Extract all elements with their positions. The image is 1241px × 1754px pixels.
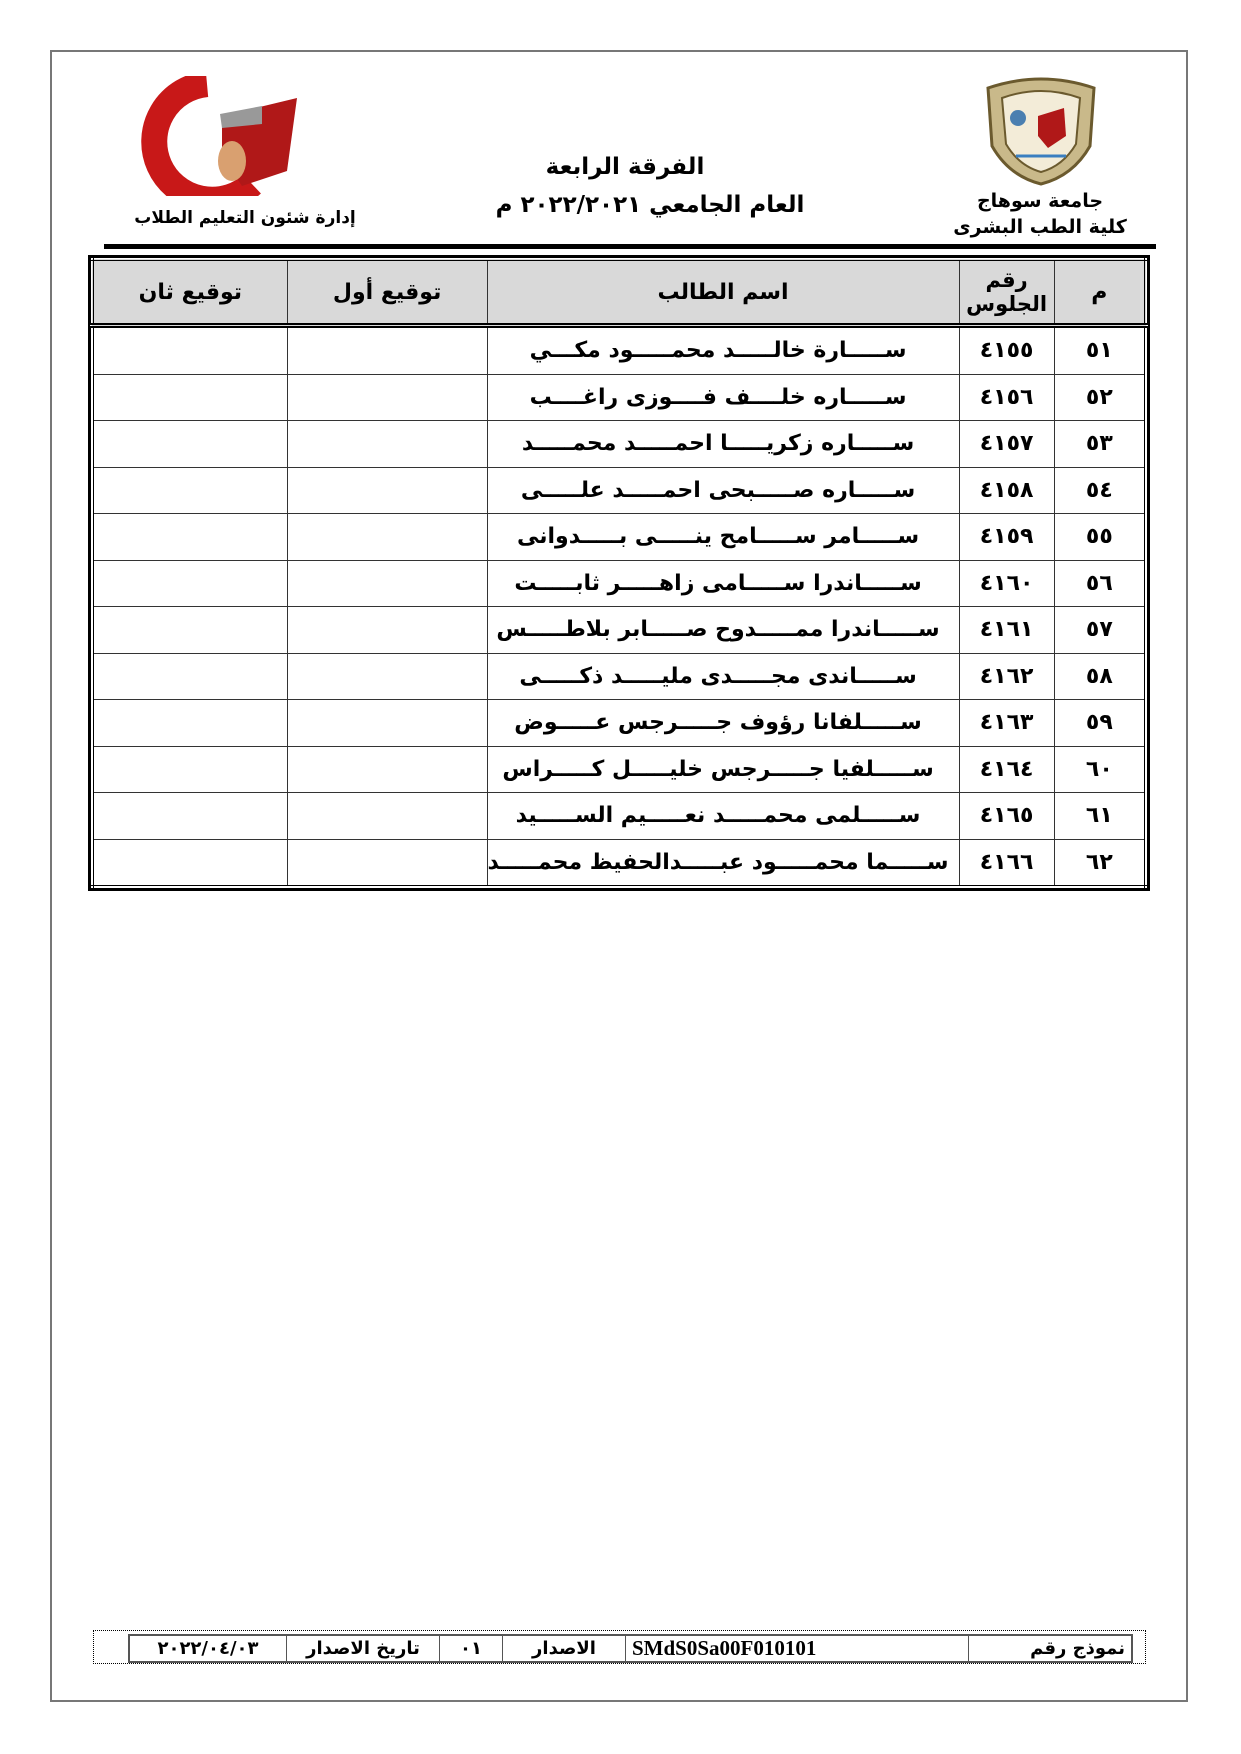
table-row: ٥١ ٤١٥٥ ســـــارة خالـــــد محمـــــود مكـ… [91, 325, 1147, 375]
university-seal-logo [978, 76, 1104, 186]
signature-2-cell[interactable] [91, 325, 288, 375]
version-value: ٠١ [439, 1634, 503, 1663]
seat-number: ٤١٦٠ [958, 559, 1055, 607]
table-row: ٥٩ ٤١٦٣ ســـــلفانا رؤوف جـــــرجس عـــــو… [91, 699, 1147, 747]
signature-1-cell[interactable] [286, 838, 488, 888]
student-name: ســـــاندرا ممـــــدوح صـــــابر بلاطـــ… [486, 606, 960, 654]
row-number: ٥٨ [1053, 652, 1147, 700]
seat-number: ٤١٥٧ [958, 420, 1055, 468]
seat-number: ٤١٥٦ [958, 373, 1055, 421]
footer-frame [93, 1630, 1146, 1664]
seat-number: ٤١٥٥ [958, 325, 1055, 375]
level-title: الفرقة الرابعة [545, 154, 705, 180]
academic-year: العام الجامعي ٢٠٢٢/٢٠٢١ م [495, 192, 805, 218]
signature-1-cell[interactable] [286, 325, 488, 375]
signature-1-cell[interactable] [286, 606, 488, 654]
signature-1-cell[interactable] [286, 699, 488, 747]
table-row: ٥٦ ٤١٦٠ ســـــاندرا ســـــامى زاهـــــر ثا… [91, 559, 1147, 607]
faculty-logo [112, 71, 312, 213]
students-table: م رقم الجلوس اسم الطالب توقيع أول توقيع … [88, 255, 1150, 891]
student-name: ســـــلفيا جـــــرجس خليـــــل كـــــراس [486, 745, 960, 793]
signature-1-cell[interactable] [286, 513, 488, 561]
seat-number: ٤١٦٤ [958, 745, 1055, 793]
faculty-emblem-icon [141, 71, 297, 213]
student-name: ســـــاندى مجـــــدى مليـــــد ذكـــــى [486, 652, 960, 700]
signature-2-cell[interactable] [91, 373, 288, 421]
signature-2-cell[interactable] [91, 792, 288, 840]
row-number: ٥٦ [1053, 559, 1147, 607]
signature-1-cell[interactable] [286, 466, 488, 514]
form-info-table: نموذج رقم SMdS0Sa00F010101 الاصدار ٠١ تا… [128, 1634, 1133, 1663]
student-name: ســـــامر ســـــامح ينـــــى بـــــدوانى [486, 513, 960, 561]
student-name: ســـــاره زكريـــــا احمـــــد محمـــــد [486, 420, 960, 468]
signature-1-cell[interactable] [286, 745, 488, 793]
student-name: ســـــما محمـــــود عبـــــدالحفيظ محمــ… [486, 838, 960, 888]
seat-number: ٤١٦٣ [958, 699, 1055, 747]
issue-date-label: تاريخ الاصدار [286, 1634, 440, 1663]
department-name: إدارة شئون التعليم الطلاب [134, 208, 356, 228]
row-number: ٥٣ [1053, 420, 1147, 468]
student-name: ســـــاندرا ســـــامى زاهـــــر ثابـــــ… [486, 559, 960, 607]
column-header-no: م [1053, 258, 1147, 328]
signature-1-cell[interactable] [286, 559, 488, 607]
row-number: ٥٢ [1053, 373, 1147, 421]
row-number: ٥٥ [1053, 513, 1147, 561]
signature-2-cell[interactable] [91, 652, 288, 700]
student-name: ســـــلمى محمـــــد نعـــــيم الســـــيد [486, 792, 960, 840]
header-divider [104, 244, 1156, 249]
seat-number: ٤١٥٨ [958, 466, 1055, 514]
table-row: ٥٥ ٤١٥٩ ســـــامر ســـــامح ينـــــى بــــ… [91, 513, 1147, 561]
seat-number: ٤١٦٢ [958, 652, 1055, 700]
seat-number: ٤١٦١ [958, 606, 1055, 654]
signature-2-cell[interactable] [91, 466, 288, 514]
table-row: ٥٣ ٤١٥٧ ســـــاره زكريـــــا احمـــــد محم… [91, 420, 1147, 468]
table-row: ٥٤ ٤١٥٨ ســـــاره صـــــبحى احمـــــد علــ… [91, 466, 1147, 514]
signature-2-cell[interactable] [91, 559, 288, 607]
signature-2-cell[interactable] [91, 699, 288, 747]
table-row: ٥٢ ٤١٥٦ ســـــاره خلــــف فــــوزى راغــــ… [91, 373, 1147, 421]
form-number-label: نموذج رقم [968, 1634, 1133, 1663]
row-number: ٥١ [1053, 325, 1147, 375]
table-row: ٥٨ ٤١٦٢ ســـــاندى مجـــــدى مليـــــد ذكـ… [91, 652, 1147, 700]
row-number: ٦١ [1053, 792, 1147, 840]
table-header-row: م رقم الجلوس اسم الطالب توقيع أول توقيع … [91, 258, 1147, 328]
row-number: ٥٧ [1053, 606, 1147, 654]
signature-1-cell[interactable] [286, 420, 488, 468]
column-header-signature-1: توقيع أول [286, 258, 488, 328]
seat-number: ٤١٦٥ [958, 792, 1055, 840]
student-name: ســـــاره صـــــبحى احمـــــد علـــــى [486, 466, 960, 514]
row-number: ٦٢ [1053, 838, 1147, 888]
row-number: ٦٠ [1053, 745, 1147, 793]
student-name: ســـــارة خالـــــد محمـــــود مكـــي [486, 325, 960, 375]
column-header-name: اسم الطالب [486, 258, 960, 328]
page-border [50, 50, 1188, 1702]
table-row: ٦٢ ٤١٦٦ ســـــما محمـــــود عبـــــدالحفيظ… [91, 838, 1147, 888]
signature-1-cell[interactable] [286, 373, 488, 421]
seat-number: ٤١٥٩ [958, 513, 1055, 561]
seal-icon [986, 77, 1096, 186]
student-name: ســـــاره خلــــف فــــوزى راغــــب [486, 373, 960, 421]
table-row: ٥٧ ٤١٦١ ســـــاندرا ممـــــدوح صـــــابر ب… [91, 606, 1147, 654]
signature-2-cell[interactable] [91, 745, 288, 793]
row-number: ٥٩ [1053, 699, 1147, 747]
table-row: ٦١ ٤١٦٥ ســـــلمى محمـــــد نعـــــيم السـ… [91, 792, 1147, 840]
column-header-seat: رقم الجلوس [958, 258, 1055, 328]
seat-number: ٤١٦٦ [958, 838, 1055, 888]
row-number: ٥٤ [1053, 466, 1147, 514]
university-name: جامعة سوهاج [976, 190, 1104, 212]
form-code: SMdS0Sa00F010101 [625, 1634, 969, 1663]
signature-1-cell[interactable] [286, 792, 488, 840]
signature-2-cell[interactable] [91, 606, 288, 654]
signature-2-cell[interactable] [91, 838, 288, 888]
version-label: الاصدار [502, 1634, 626, 1663]
column-header-signature-2: توقيع ثان [91, 258, 288, 328]
faculty-name: كلية الطب البشرى [953, 216, 1127, 238]
signature-2-cell[interactable] [91, 420, 288, 468]
issue-date-value: ٢٠٢٢/٠٤/٠٣ [128, 1634, 287, 1663]
student-name: ســـــلفانا رؤوف جـــــرجس عـــــوض [486, 699, 960, 747]
signature-1-cell[interactable] [286, 652, 488, 700]
signature-2-cell[interactable] [91, 513, 288, 561]
table-row: ٦٠ ٤١٦٤ ســـــلفيا جـــــرجس خليـــــل كــ… [91, 745, 1147, 793]
